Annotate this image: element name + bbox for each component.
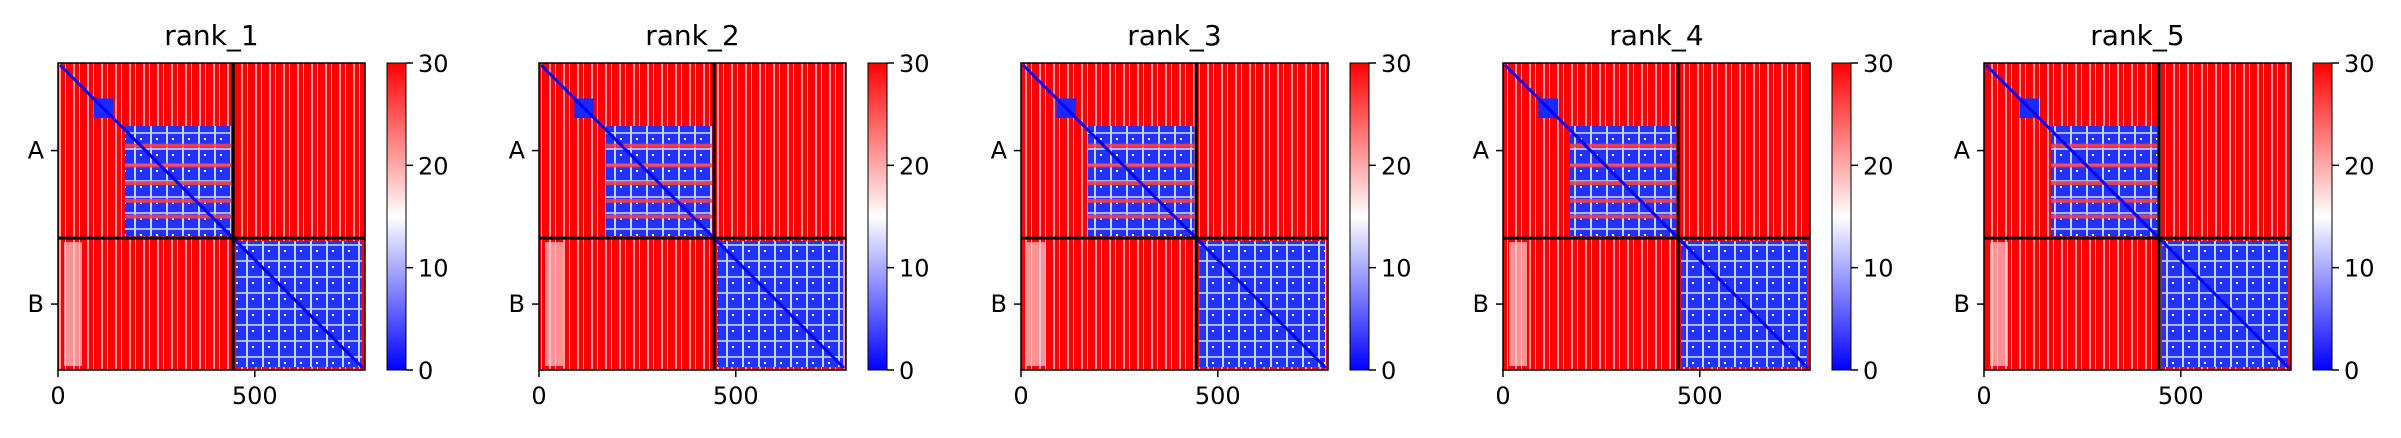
heatmap-panel-2: rank_2 A B 0 500 0 10 20 30 <box>509 19 930 410</box>
colorbar-tick-label: 0 <box>899 357 914 385</box>
chain-a-band-2 <box>605 163 713 168</box>
x-tick-label: 0 <box>1976 382 1991 410</box>
chain-a-band-4 <box>1087 198 1195 203</box>
colorbar-tick-label: 20 <box>1381 152 1412 180</box>
y-tick-label: B <box>991 290 1007 318</box>
y-tick-label: A <box>509 137 526 165</box>
chain-a-band-2 <box>124 163 232 168</box>
heatmap-frame <box>538 62 847 371</box>
colorbar-tick-label: 10 <box>1381 255 1412 283</box>
colorbar <box>2312 62 2333 371</box>
colorbar-tick-label: 10 <box>1863 255 1894 283</box>
chain-a-band-5 <box>2050 214 2158 219</box>
colorbar-tick-label: 30 <box>1381 50 1412 78</box>
colorbar-tick-label: 30 <box>2344 50 2375 78</box>
colorbar-tick-label: 10 <box>899 255 930 283</box>
x-tick-label: 0 <box>531 382 546 410</box>
chain-a-band-2 <box>2050 163 2158 168</box>
chain-a-band-2 <box>1087 163 1195 168</box>
x-tick-label: 500 <box>232 382 278 410</box>
x-tick-label: 0 <box>50 382 65 410</box>
x-tick-label: 500 <box>1195 382 1241 410</box>
heatmap-panel-4: rank_4 A B 0 500 0 10 20 30 <box>1473 19 1894 410</box>
chain-a-band-1 <box>124 143 232 148</box>
heatmap-frame <box>1020 62 1329 371</box>
chain-a-band-4 <box>124 198 232 203</box>
y-tick-label: B <box>509 290 525 318</box>
chain-a-band-1 <box>1569 143 1677 148</box>
colorbar <box>867 62 888 371</box>
chain-a-band-4 <box>2050 198 2158 203</box>
colorbar <box>1349 62 1370 371</box>
colorbar-tick-label: 0 <box>1863 357 1878 385</box>
colorbar-tick-label: 20 <box>418 152 449 180</box>
chain-a-band-4 <box>605 198 713 203</box>
panel-title: rank_4 <box>1609 19 1703 52</box>
y-tick-label: A <box>28 137 45 165</box>
colorbar-tick-label: 20 <box>1863 152 1894 180</box>
heatmap-frame <box>1983 62 2292 371</box>
colorbar-tick-label: 30 <box>418 50 449 78</box>
heatmap-panel-5: rank_5 A B 0 500 0 10 20 30 <box>1954 19 2375 410</box>
x-tick-label: 500 <box>713 382 759 410</box>
chain-a-band-1 <box>1087 143 1195 148</box>
colorbar-tick-label: 0 <box>418 357 433 385</box>
x-tick-label: 500 <box>2158 382 2204 410</box>
chain-b-light-column <box>1027 242 1045 366</box>
chain-a-band-4 <box>1569 198 1677 203</box>
panel-title: rank_3 <box>1127 19 1221 52</box>
colorbar <box>1831 62 1852 371</box>
heatmap-frame <box>57 62 366 371</box>
heatmap-panel-1: rank_1 A B 0 500 0 10 20 30 <box>28 19 449 410</box>
colorbar-tick-label: 20 <box>899 152 930 180</box>
diagonal-line <box>1503 63 1810 370</box>
y-tick-label: B <box>28 290 44 318</box>
y-tick-label: A <box>1473 137 1490 165</box>
chain-a-band-1 <box>2050 143 2158 148</box>
chain-a-band-2 <box>1569 163 1677 168</box>
y-tick-label: B <box>1473 290 1489 318</box>
chain-b-light-column <box>1509 242 1527 366</box>
x-tick-label: 0 <box>1495 382 1510 410</box>
y-tick-label: A <box>1954 137 1971 165</box>
colorbar-tick-label: 30 <box>899 50 930 78</box>
chain-b-light-column <box>64 242 82 366</box>
panel-title: rank_5 <box>2090 19 2184 52</box>
chain-b-light-column <box>1990 242 2008 366</box>
chain-a-band-1 <box>605 143 713 148</box>
y-tick-label: A <box>991 137 1008 165</box>
x-tick-label: 0 <box>1013 382 1028 410</box>
diagonal-line <box>539 63 846 370</box>
colorbar-tick-label: 30 <box>1863 50 1894 78</box>
y-tick-label: B <box>1954 290 1970 318</box>
diagonal-line <box>1984 63 2291 370</box>
colorbar <box>386 62 407 371</box>
panel-title: rank_1 <box>164 19 258 52</box>
colorbar-tick-label: 10 <box>2344 255 2375 283</box>
chain-b-light-column <box>545 242 563 366</box>
chain-a-band-5 <box>1569 214 1677 219</box>
diagonal-line <box>58 63 365 370</box>
colorbar-tick-label: 0 <box>1381 357 1396 385</box>
chain-a-band-5 <box>605 214 713 219</box>
x-tick-label: 500 <box>1677 382 1723 410</box>
heatmap-panel-3: rank_3 A B 0 500 0 10 20 30 <box>991 19 1412 410</box>
chain-a-band-5 <box>124 214 232 219</box>
panel-title: rank_2 <box>645 19 739 52</box>
diagonal-line <box>1021 63 1328 370</box>
chain-a-band-5 <box>1087 214 1195 219</box>
heatmap-frame <box>1502 62 1811 371</box>
colorbar-tick-label: 10 <box>418 255 449 283</box>
colorbar-tick-label: 20 <box>2344 152 2375 180</box>
colorbar-tick-label: 0 <box>2344 357 2359 385</box>
